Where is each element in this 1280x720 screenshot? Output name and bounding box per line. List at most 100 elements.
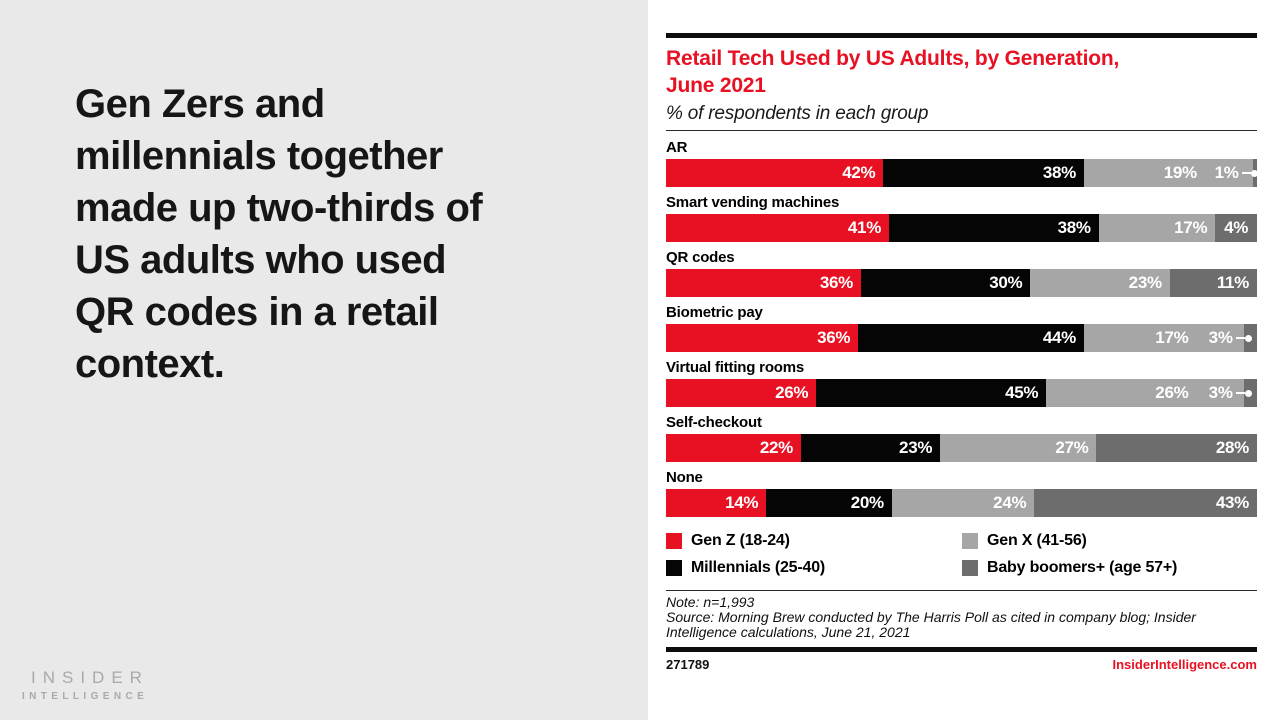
- callout-dot-icon: [1244, 389, 1252, 397]
- footer-row: 271789 InsiderIntelligence.com: [666, 657, 1257, 672]
- bar-value-label: 20%: [850, 493, 884, 512]
- callout: 1%: [1215, 159, 1258, 187]
- callout-line: [1241, 172, 1251, 174]
- bar-value-label: 3%: [1208, 383, 1233, 402]
- callout: 3%: [1209, 379, 1252, 407]
- bar-category-label: Biometric pay: [666, 304, 763, 321]
- bar-segment-millennials-25-40: 44%: [858, 324, 1084, 352]
- bar-segment-baby-boomers-age-57: 3%: [1209, 379, 1258, 407]
- bar-segment-gen-x-41-56: 26%: [1046, 379, 1245, 407]
- legend-item-gen-z-18-24: Gen Z (18-24): [666, 532, 962, 549]
- bar-segment-millennials-25-40: 38%: [883, 159, 1084, 187]
- bar-value-label: 26%: [775, 383, 809, 402]
- bar-segment-baby-boomers-age-57: 43%: [1034, 489, 1257, 517]
- bar-row: QR codes 36% 30% 23% 11%: [666, 247, 1257, 297]
- bar-value-label: 19%: [1163, 163, 1197, 182]
- bar-segment-gen-z-18-24: 36%: [666, 324, 859, 352]
- legend-swatch: [666, 533, 682, 549]
- bar-value-label: 41%: [847, 218, 882, 237]
- headline-text: Gen Zers and millennials together made u…: [75, 82, 483, 386]
- bar-segment-gen-z-18-24: 14%: [666, 489, 767, 517]
- bar-value-label: 24%: [993, 493, 1027, 512]
- bar-value-label: 30%: [989, 273, 1023, 292]
- top-rule: [666, 33, 1257, 38]
- site-link[interactable]: InsiderIntelligence.com: [1112, 657, 1258, 672]
- bar-segment-millennials-25-40: 45%: [816, 379, 1047, 407]
- bottom-rule: [666, 647, 1257, 652]
- bar-value-label: 38%: [1042, 163, 1076, 182]
- stacked-bar: 36% 44% 17% 3%: [666, 324, 1258, 352]
- bar-value-label: 42%: [842, 163, 876, 182]
- chart-title: Retail Tech Used by US Adults, by Genera…: [666, 47, 1120, 97]
- bar-value-label: 3%: [1208, 328, 1233, 347]
- bar-segment-baby-boomers-age-57: 28%: [1096, 434, 1257, 462]
- legend-item-millennials-25-40: Millennials (25-40): [666, 559, 962, 576]
- logo-insider-wordmark: INSIDER: [31, 668, 149, 687]
- bar-value-label: 45%: [1005, 383, 1039, 402]
- legend-label: Gen X (41-56): [987, 532, 1087, 549]
- legend-item-baby-boomers-age-57: Baby boomers+ (age 57+): [962, 559, 1257, 576]
- bar-value-label: 17%: [1174, 218, 1208, 237]
- bar-row: None 14% 20% 24% 43%: [666, 467, 1257, 517]
- bar-segment-millennials-25-40: 38%: [889, 214, 1099, 242]
- bar-segment-gen-z-18-24: 36%: [666, 269, 861, 297]
- bar-value-label: 38%: [1057, 218, 1091, 237]
- bar-segment-gen-z-18-24: 26%: [666, 379, 817, 407]
- bar-value-label: 17%: [1155, 328, 1189, 347]
- callout-line: [1235, 392, 1245, 394]
- source-text: Source: Morning Brew conducted by The Ha…: [666, 609, 1196, 640]
- bar-segment-gen-x-41-56: 17%: [1098, 214, 1216, 242]
- chart-legend: Gen Z (18-24) Millennials (25-40) Gen X (4…: [666, 532, 1257, 576]
- chart-rows: AR 42% 38% 19% 1% Smart vending machines 41% 38…: [666, 137, 1258, 517]
- legend-swatch: [962, 560, 978, 576]
- bar-category-label: QR codes: [666, 249, 735, 266]
- bar-value-label: 14%: [725, 493, 759, 512]
- bar-category-label: Smart vending machines: [666, 194, 840, 211]
- bar-segment-gen-x-41-56: 17%: [1083, 324, 1245, 352]
- bar-value-label: 23%: [1128, 273, 1162, 292]
- bar-value-label: 36%: [819, 273, 853, 292]
- stacked-bar: 41% 38% 17% 4%: [666, 214, 1257, 242]
- stacked-bar: 26% 45% 26% 3%: [666, 379, 1258, 407]
- bar-category-label: None: [666, 469, 703, 486]
- bar-value-label: 23%: [899, 438, 933, 457]
- bar-segment-gen-z-18-24: 42%: [666, 159, 884, 187]
- bar-category-label: Virtual fitting rooms: [666, 359, 805, 376]
- stacked-bar: 22% 23% 27% 28%: [666, 434, 1257, 462]
- legend-label: Baby boomers+ (age 57+): [987, 559, 1178, 576]
- bar-segment-gen-x-41-56: 24%: [891, 489, 1035, 517]
- note-text: Note: n=1,993: [666, 594, 755, 610]
- bar-row: AR 42% 38% 19% 1%: [666, 137, 1258, 187]
- bar-segment-baby-boomers-age-57: 4%: [1215, 214, 1257, 242]
- bar-segment-baby-boomers-age-57: 1%: [1215, 159, 1258, 187]
- bar-value-label: 1%: [1214, 163, 1239, 182]
- bar-category-label: Self-checkout: [666, 414, 762, 431]
- bar-segment-gen-x-41-56: 27%: [940, 434, 1097, 462]
- bar-value-label: 28%: [1215, 438, 1249, 457]
- stacked-bar: 36% 30% 23% 11%: [666, 269, 1257, 297]
- left-panel: Gen Zers and millennials together made u…: [0, 0, 648, 720]
- callout: 3%: [1209, 324, 1252, 352]
- subtitle-rule: [666, 130, 1257, 131]
- bar-row: Self-checkout 22% 23% 27% 28%: [666, 412, 1257, 462]
- bar-segment-gen-x-41-56: 23%: [1030, 269, 1170, 297]
- note-block: Note: n=1,993 Source: Morning Brew condu…: [666, 595, 1257, 640]
- callout-dot-icon: [1244, 334, 1252, 342]
- bar-segment-baby-boomers-age-57: 3%: [1209, 324, 1258, 352]
- insider-intelligence-logo: INSIDER INTELLIGENCE: [22, 668, 149, 702]
- bar-value-label: 27%: [1055, 438, 1089, 457]
- bar-value-label: 11%: [1216, 273, 1249, 292]
- bar-value-label: 22%: [759, 438, 793, 457]
- callout-dot-icon: [1250, 169, 1258, 177]
- legend-label: Gen Z (18-24): [691, 532, 790, 549]
- chart-panel: Retail Tech Used by US Adults, by Genera…: [648, 0, 1280, 720]
- bar-row: Biometric pay 36% 44% 17% 3%: [666, 302, 1258, 352]
- bar-segment-millennials-25-40: 20%: [766, 489, 892, 517]
- legend-swatch: [666, 560, 682, 576]
- bar-segment-millennials-25-40: 23%: [800, 434, 941, 462]
- bar-row: Smart vending machines 41% 38% 17% 4%: [666, 192, 1257, 242]
- bar-segment-gen-z-18-24: 22%: [666, 434, 801, 462]
- bar-row: Virtual fitting rooms 26% 45% 26% 3%: [666, 357, 1258, 407]
- bar-segment-gen-x-41-56: 19%: [1083, 159, 1253, 187]
- bar-segment-gen-z-18-24: 41%: [666, 214, 890, 242]
